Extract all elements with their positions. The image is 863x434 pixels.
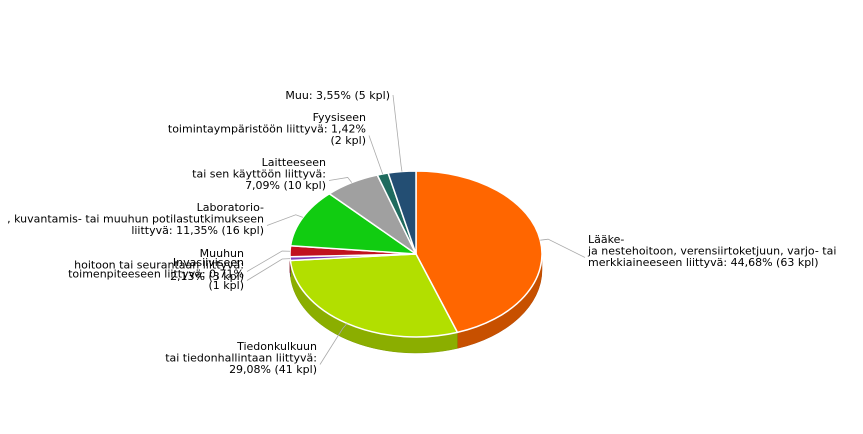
pie-leader-line-7 bbox=[393, 95, 402, 172]
pie-slice-label-4: Laboratorio-, kuvantamis- tai muuhun pot… bbox=[7, 201, 264, 237]
pie-top-group bbox=[290, 171, 542, 337]
pie-leader-line-2 bbox=[247, 259, 290, 281]
pie-slice-label-0: Lääke-ja nestehoitoon, verensiirtoketjuu… bbox=[587, 233, 836, 269]
pie-leader-line-0 bbox=[540, 239, 585, 257]
pie-slice-label-6-line-2: (2 kpl) bbox=[331, 134, 367, 147]
pie-slice-label-3-line-2: 2,13% (3 kpl) bbox=[170, 270, 244, 283]
pie-leader-line-3 bbox=[247, 251, 290, 271]
pie-slice-label-5-line-2: 7,09% (10 kpl) bbox=[245, 179, 326, 192]
pie-slice-label-7: Muu: 3,55% (5 kpl) bbox=[285, 89, 390, 102]
pie-slice-label-4-line-2: liittyvä: 11,35% (16 kpl) bbox=[131, 224, 264, 237]
pie-leader-line-6 bbox=[369, 136, 383, 174]
pie-slice-label-1-line-2: 29,08% (41 kpl) bbox=[229, 363, 317, 376]
pie-leader-line-5 bbox=[329, 177, 352, 182]
pie-slice-label-7-line-0: Muu: 3,55% (5 kpl) bbox=[285, 89, 390, 102]
pie-slice-label-0-line-2: merkkiaineeseen liittyvä: 44,68% (63 kpl… bbox=[588, 256, 819, 269]
